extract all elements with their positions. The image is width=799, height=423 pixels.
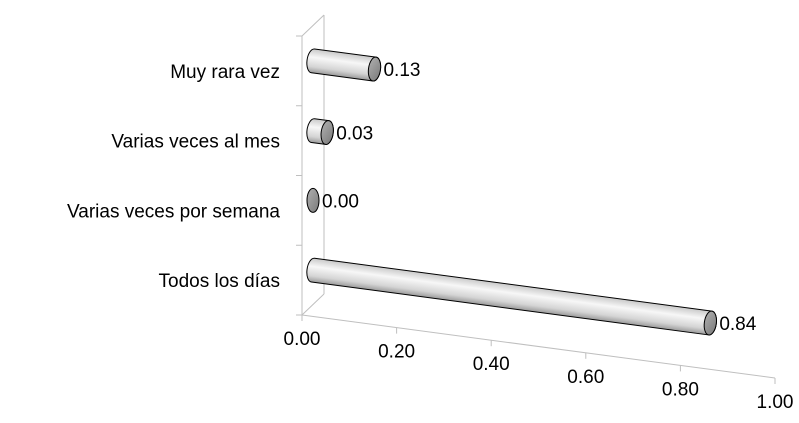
x-tick-label: 0.80 bbox=[662, 379, 699, 400]
x-tick-label: 0.60 bbox=[567, 367, 604, 388]
data-label: 0.84 bbox=[719, 314, 756, 335]
bar-end-cap bbox=[703, 310, 717, 336]
bar-end-cap bbox=[367, 56, 382, 82]
bar-cylinder bbox=[306, 187, 320, 213]
bar-end-cap bbox=[320, 120, 334, 145]
category-label: Varias veces al mes bbox=[111, 132, 280, 153]
floor-depth-edge bbox=[301, 293, 325, 316]
chart-labels: 0.00 0.20 0.40 0.60 0.80 1.00 Muy rara vez 0.13… bbox=[67, 60, 793, 413]
category-label: Todos los días bbox=[159, 271, 280, 292]
category-label: Muy rara vez bbox=[170, 62, 280, 83]
wall-top-edge bbox=[301, 14, 325, 37]
x-tick-label: 0.40 bbox=[473, 354, 510, 375]
data-label: 0.00 bbox=[322, 191, 359, 212]
x-tick-label: 0.20 bbox=[378, 342, 415, 363]
value-axis-line bbox=[301, 314, 776, 379]
bar-end-cap bbox=[306, 187, 320, 213]
bar-cylinder bbox=[306, 118, 334, 145]
data-label: 0.03 bbox=[336, 124, 373, 145]
chart-bars bbox=[306, 48, 717, 336]
data-label: 0.13 bbox=[383, 60, 420, 81]
x-tick-label: 1.00 bbox=[757, 392, 794, 413]
x-tick-label: 0.00 bbox=[284, 329, 321, 350]
bar-cylinder bbox=[306, 257, 717, 336]
category-label: Varias veces por semana bbox=[67, 201, 280, 222]
bar-cylinder bbox=[306, 48, 382, 82]
